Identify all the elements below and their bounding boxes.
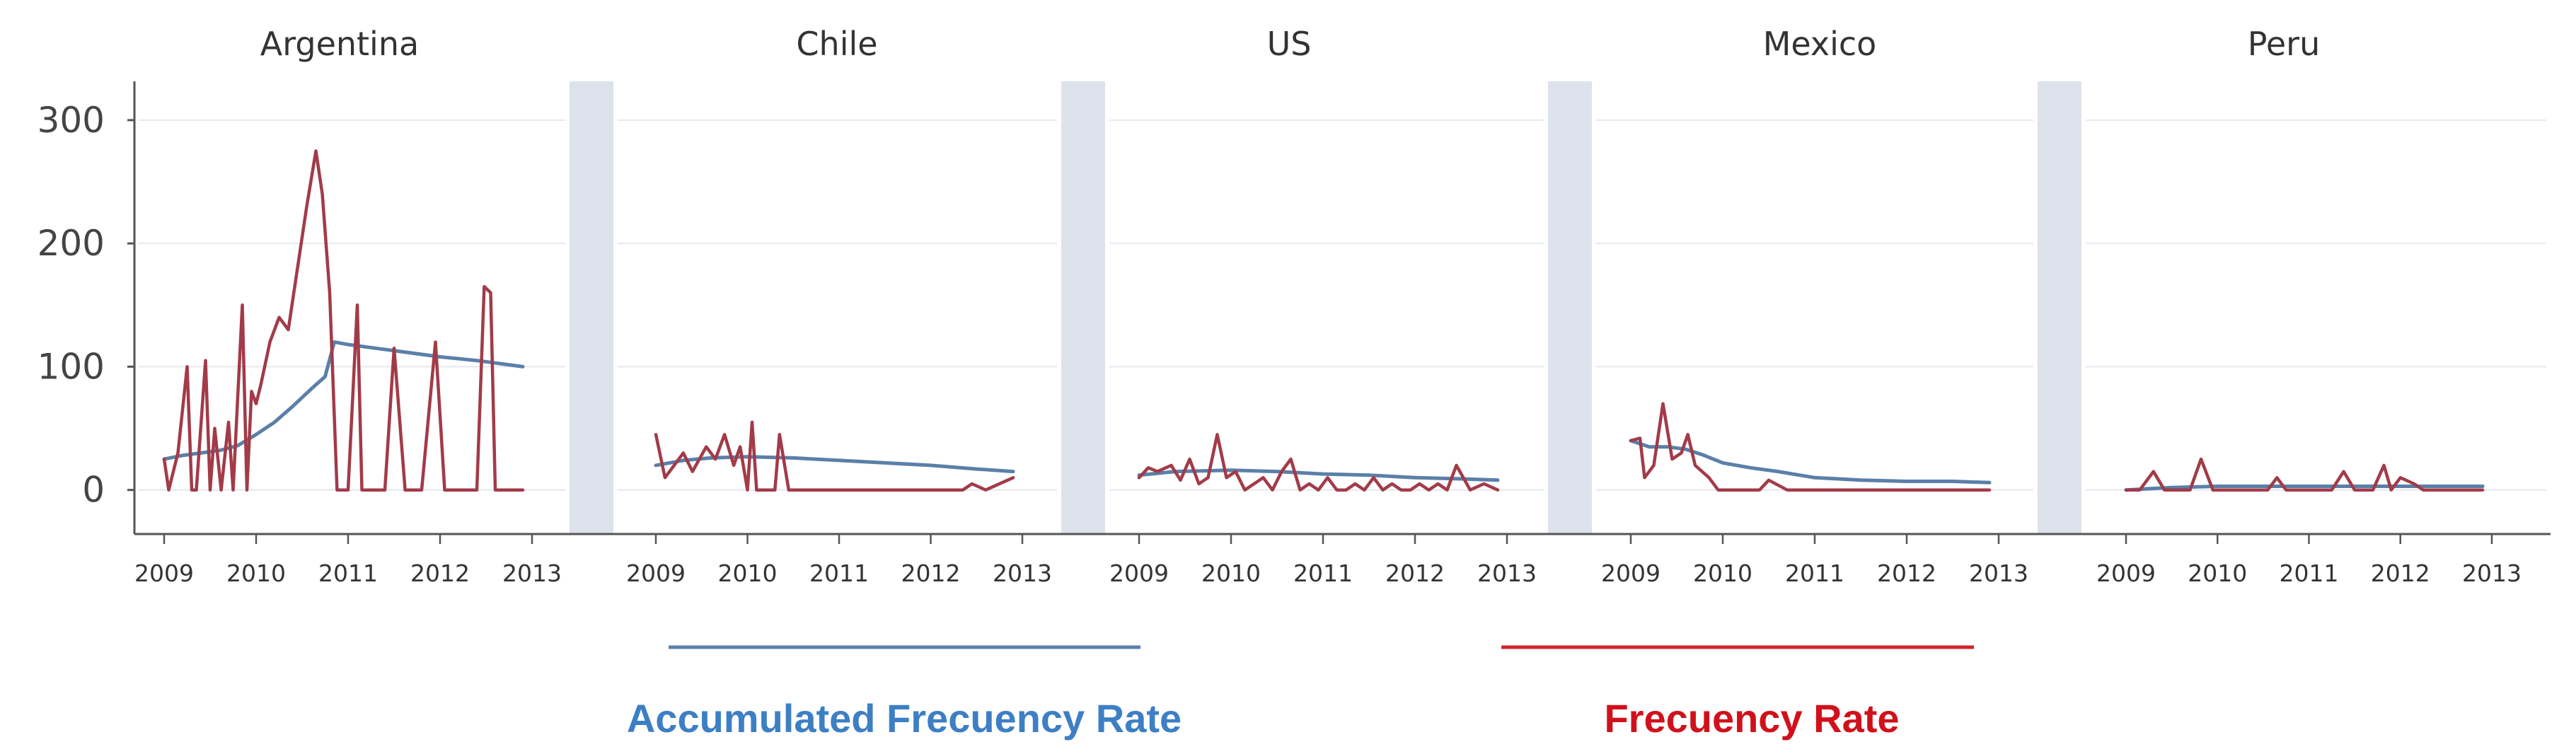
x-tick-label: 2012 bbox=[901, 559, 961, 587]
x-tick-label: 2010 bbox=[1201, 559, 1261, 587]
x-tick-label: 2010 bbox=[718, 559, 778, 587]
x-tick-label: 2013 bbox=[2462, 559, 2522, 587]
panel-argentina: Argentina 2009 2010 2011 2012 2013 bbox=[134, 25, 562, 587]
panel-us: US 2009 2010 2011 2012 2013 bbox=[1109, 25, 1537, 587]
series-line-accumulated bbox=[1629, 439, 1992, 485]
x-tick-label: 2010 bbox=[1693, 559, 1752, 587]
series-line-accumulated bbox=[2124, 485, 2485, 492]
x-tick-label: 2012 bbox=[410, 559, 470, 587]
panels: Argentina 2009 2010 2011 2012 2013 Chile 2009 20… bbox=[134, 25, 2522, 587]
panel-title: Mexico bbox=[1763, 25, 1877, 63]
x-tick-label: 2010 bbox=[226, 559, 286, 587]
x-tick-label: 2012 bbox=[1385, 559, 1445, 587]
legend-label-accumulated: Accumulated Frecuency Rate bbox=[627, 696, 1182, 741]
x-tick-label: 2012 bbox=[1877, 559, 1936, 587]
x-tick-label: 2013 bbox=[1477, 559, 1537, 587]
series-line-accumulated bbox=[654, 455, 1015, 474]
y-tick-label: 0 bbox=[82, 470, 105, 511]
panel-dividers bbox=[570, 81, 2081, 534]
x-tick-label: 2011 bbox=[318, 559, 378, 587]
x-tick-label: 2010 bbox=[2188, 559, 2247, 587]
panel-title: Chile bbox=[796, 25, 877, 63]
panel-peru: Peru 2009 2010 2011 2012 2013 bbox=[2096, 25, 2522, 587]
panel-divider bbox=[2038, 81, 2081, 534]
x-tick-label: 2009 bbox=[134, 559, 194, 587]
legend-label-frequency: Frecuency Rate bbox=[1604, 696, 1899, 741]
panel-divider bbox=[1061, 81, 1105, 534]
x-tick-label: 2013 bbox=[993, 559, 1052, 587]
series-line-frequency bbox=[1629, 402, 1992, 492]
panel-title: Argentina bbox=[260, 25, 419, 63]
panel-chile: Chile 2009 2010 2011 2012 2013 bbox=[626, 25, 1052, 587]
x-tick-label: 2009 bbox=[2096, 559, 2156, 587]
panel-divider bbox=[570, 81, 613, 534]
x-tick-label: 2009 bbox=[626, 559, 686, 587]
series-line-frequency bbox=[162, 149, 525, 492]
y-axis-ticks: 0 100 200 300 bbox=[37, 100, 134, 511]
x-tick-label: 2011 bbox=[2280, 559, 2339, 587]
panel-divider bbox=[1548, 81, 1592, 534]
y-tick-label: 300 bbox=[37, 100, 105, 141]
x-tick-label: 2013 bbox=[502, 559, 562, 587]
series-line-frequency bbox=[1137, 433, 1500, 492]
x-tick-label: 2011 bbox=[1785, 559, 1844, 587]
y-tick-label: 200 bbox=[37, 223, 105, 264]
panel-title: Peru bbox=[2248, 25, 2320, 63]
panel-mexico: Mexico 2009 2010 2011 2012 2013 bbox=[1601, 25, 2028, 587]
series-line-frequency bbox=[2124, 457, 2485, 492]
x-tick-label: 2013 bbox=[1969, 559, 2028, 587]
panel-title: US bbox=[1267, 25, 1312, 63]
series-line-frequency bbox=[654, 420, 1015, 492]
x-tick-label: 2012 bbox=[2371, 559, 2430, 587]
legend: Accumulated Frecuency Rate Frecuency Rat… bbox=[627, 645, 1974, 741]
y-tick-label: 100 bbox=[37, 346, 105, 387]
x-tick-label: 2009 bbox=[1601, 559, 1660, 587]
x-tick-label: 2009 bbox=[1109, 559, 1169, 587]
x-tick-label: 2011 bbox=[809, 559, 869, 587]
x-tick-label: 2011 bbox=[1293, 559, 1353, 587]
